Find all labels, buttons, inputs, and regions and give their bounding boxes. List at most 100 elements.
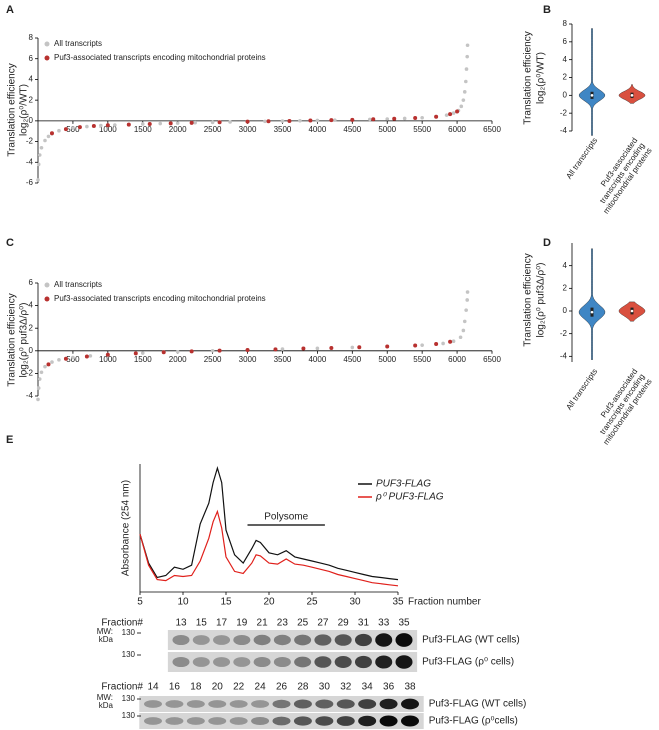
mw-unit: kDa [99,701,114,710]
data-point [350,117,355,122]
data-point [50,360,54,364]
fraction-number: 29 [338,618,350,629]
y-axis-label-sub: log₂(ρ⁰ puf3Δ/ρ⁰) [536,263,547,338]
data-point [126,122,131,127]
x-tick-label: 35 [392,597,404,608]
x-tick-label: 2000 [169,125,187,134]
data-point [105,123,110,128]
data-point [464,67,469,71]
y-tick-label: 0 [29,346,34,355]
data-point [77,125,82,130]
mw-marker: 130 [122,694,136,703]
band [358,715,377,727]
legend-marker [44,55,50,61]
data-point [105,352,110,357]
band [294,656,312,668]
data-point [357,345,362,350]
band [315,716,334,726]
band [233,634,251,646]
data-point [350,345,355,350]
data-point [39,145,44,150]
band [213,635,231,645]
data-point [46,134,51,139]
fraction-number: 27 [317,618,329,629]
data-point [455,109,460,114]
data-point [57,358,61,362]
legend-marker [44,296,50,302]
band [358,699,377,709]
panel-label: E [6,434,13,446]
x-tick-label: 6000 [448,355,466,364]
y-axis-label: Translation efficiency [7,63,18,156]
x-tick-label: 4000 [308,355,326,364]
data-point [367,117,372,122]
data-point [458,335,463,340]
fraction-number: 38 [404,682,416,693]
panel-label: D [543,237,551,249]
violin [579,28,605,136]
band [186,717,205,725]
band [213,657,231,667]
data-point [465,54,470,59]
data-point [99,123,103,128]
data-point [228,120,232,124]
y-tick-label: -4 [26,157,34,166]
x-tick-label: 1000 [99,125,117,134]
data-point [71,126,75,130]
data-point [287,118,292,123]
band [379,698,398,710]
data-point [37,377,42,381]
data-point [193,120,197,125]
y-axis-label: Translation efficiency [523,253,534,346]
x-tick-label: 1500 [134,355,152,364]
x-tick-label: 2500 [204,125,222,134]
x-tick-label: 30 [349,597,361,608]
fraction-number: 33 [378,618,390,629]
y-axis-label: Absorbance (254 nm) [121,480,132,576]
x-tick-label: 5000 [378,125,396,134]
fraction-number: 23 [277,618,289,629]
fraction-number: 19 [236,618,248,629]
data-point [385,117,390,121]
data-point [462,90,467,94]
x-tick-label: 10 [177,597,189,608]
data-point [301,346,306,351]
fraction-number: 21 [257,618,269,629]
data-point [329,345,334,350]
data-point [36,162,41,167]
legend-label: Puf3-associated transcripts encoding mit… [54,294,266,303]
y-tick-label: 6 [29,54,34,63]
band [395,633,413,647]
mw-label: MW: [97,627,113,636]
data-point [63,356,68,361]
band [293,716,312,726]
band [354,655,372,669]
data-point [168,121,173,126]
y-tick-label: -2 [26,137,34,146]
data-point [36,397,40,402]
band [192,635,210,645]
violin-median [590,310,594,314]
data-point [88,354,93,358]
band [253,634,271,646]
y-tick-label: 8 [29,33,34,42]
violin-median [630,94,634,97]
data-point [371,117,376,122]
y-tick-label: -4 [26,391,34,400]
y-tick-label: 0 [29,116,34,125]
data-point [140,351,145,355]
data-point [298,118,302,123]
data-point [280,119,285,123]
x-tick-label: 3000 [239,125,257,134]
legend-label: PUF3-FLAG [376,479,431,490]
data-point [465,290,470,294]
band [229,700,248,708]
data-point [71,355,75,360]
data-point [39,370,44,375]
data-point [464,308,468,312]
x-tick-label: 1500 [134,125,152,134]
fraction-label: Fraction# [101,682,143,693]
fraction-number: 26 [276,682,288,693]
band [273,634,291,646]
